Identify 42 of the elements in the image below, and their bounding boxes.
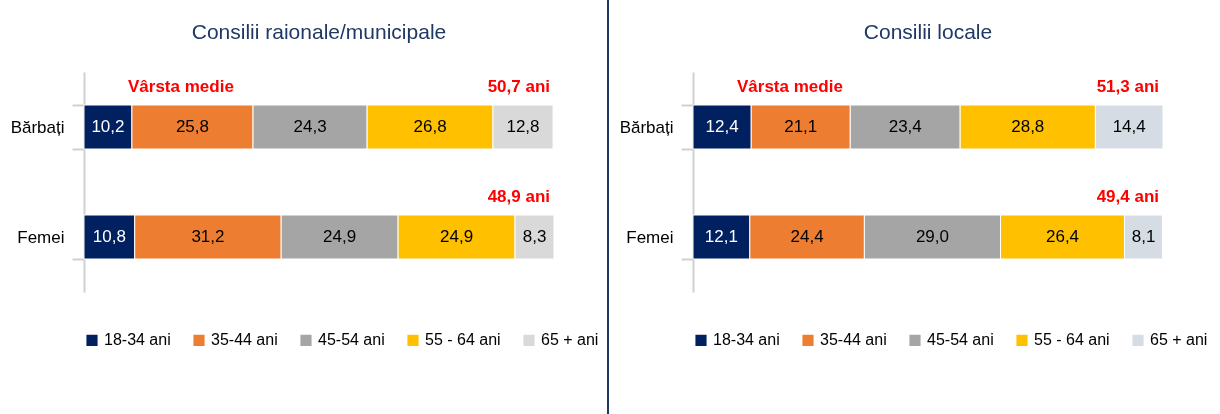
data-label: 25,8: [175, 117, 210, 136]
data-label: 21,1: [784, 117, 818, 136]
data-label: 24,4: [790, 227, 824, 246]
data-label: 12,8: [506, 117, 540, 136]
chart-title: Consilii raionale/municipale: [191, 20, 447, 43]
legend-label: 18-34 ani: [104, 331, 171, 349]
data-label: 24,9: [323, 227, 357, 246]
legend-label: 45-54 ani: [318, 331, 385, 349]
legend-label: 65 + ani: [541, 331, 599, 349]
data-label: 8,3: [522, 227, 547, 246]
data-label: 24,9: [440, 227, 474, 246]
data-label: 29,0: [915, 227, 950, 246]
data-label: 10,2: [91, 117, 125, 136]
annotation: 50,7 ani: [487, 77, 550, 96]
data-label: 26,8: [413, 117, 447, 136]
legend-label: 35-44 ani: [211, 331, 278, 349]
data-label: 23,4: [888, 117, 922, 136]
annotation: Vârsta medie: [128, 77, 234, 96]
legend-label: 18-34 ani: [713, 331, 780, 349]
data-label: 14,4: [1112, 117, 1146, 136]
annotation: 51,3 ani: [1096, 77, 1159, 96]
data-label: 24,3: [293, 117, 327, 136]
legend-label: 55 - 64 ani: [1034, 331, 1110, 349]
data-label: 28,8: [1011, 117, 1045, 136]
y-tick-label: Femei: [626, 227, 674, 247]
y-tick-label: Bărbați: [619, 117, 674, 137]
data-label: 12,4: [705, 117, 739, 136]
y-tick-label: Femei: [17, 227, 65, 247]
annotation: 48,9 ani: [487, 187, 550, 206]
data-label: 26,4: [1045, 227, 1080, 246]
y-tick-label: Bărbați: [10, 117, 65, 137]
data-label: 12,1: [704, 227, 738, 246]
data-label: 8,1: [1131, 227, 1156, 246]
data-label: 31,2: [191, 227, 225, 246]
data-label: 10,8: [92, 227, 126, 246]
legend-label: 35-44 ani: [820, 331, 887, 349]
annotation: Vârsta medie: [737, 77, 843, 96]
annotation: 49,4 ani: [1096, 187, 1159, 206]
legend-label: 55 - 64 ani: [425, 331, 501, 349]
legend-label: 45-54 ani: [927, 331, 994, 349]
legend-label: 65 + ani: [1150, 331, 1208, 349]
chart-title: Consilii locale: [863, 20, 993, 43]
